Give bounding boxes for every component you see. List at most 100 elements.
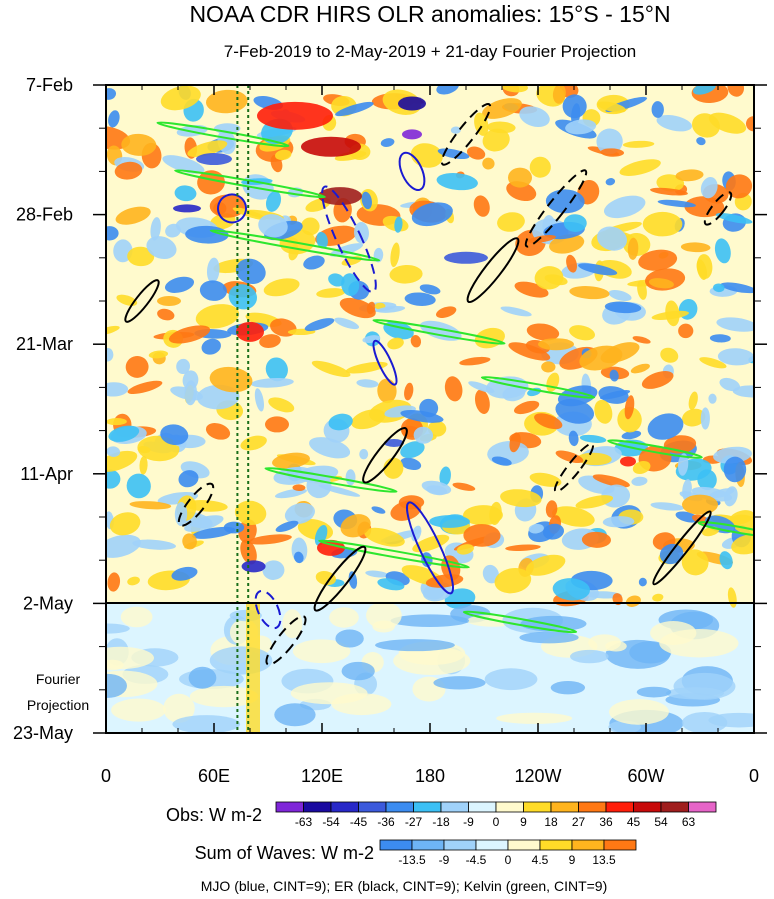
projection-cell <box>519 631 579 644</box>
strong-anomaly <box>318 187 362 206</box>
anomaly-cell <box>400 441 425 459</box>
obs-colorbar-tick-label: 0 <box>493 815 500 829</box>
anomaly-cell <box>316 231 328 249</box>
projection-band <box>246 603 260 733</box>
anomaly-cell <box>275 149 292 161</box>
anomaly-cell <box>677 453 689 476</box>
projection-label-line1: Fourier <box>36 671 81 687</box>
anomaly-cell <box>529 472 562 487</box>
waves-colorbar-swatch <box>603 839 637 851</box>
anomaly-cell <box>228 284 257 310</box>
anomaly-cell <box>727 85 745 97</box>
anomaly-cell <box>176 358 191 375</box>
obs-colorbar: -63 -54 -45 -36 -27 -18 -9 0 9 18 27 36 45 54 63 <box>275 801 717 829</box>
y-tick-label: 7-Feb <box>26 75 73 95</box>
anomaly-cell <box>497 212 525 232</box>
anomaly-cell <box>596 128 623 155</box>
strong-anomaly <box>402 129 422 140</box>
anomaly-cell <box>500 306 532 317</box>
strong-anomaly <box>508 167 532 188</box>
er-contour <box>652 510 712 586</box>
anomaly-cell <box>106 446 121 457</box>
anomaly-cell <box>482 128 510 152</box>
anomaly-cell <box>106 469 121 489</box>
anomaly-cell <box>700 177 718 199</box>
anomaly-cell <box>354 221 369 244</box>
anomaly-cell <box>581 531 611 548</box>
projection-cell <box>665 687 725 700</box>
anomaly-cell <box>730 514 754 536</box>
anomaly-cell <box>248 534 292 545</box>
projection-cell <box>290 682 368 705</box>
strong-anomaly <box>173 204 201 213</box>
er-contour <box>553 442 595 493</box>
anomaly-cell <box>328 273 345 287</box>
projection-cell <box>550 680 586 695</box>
anomaly-cell <box>150 217 161 241</box>
projection-cell <box>335 629 364 648</box>
anomaly-cell <box>624 395 635 420</box>
anomaly-cell <box>178 470 199 488</box>
anomaly-cell <box>681 549 709 576</box>
er-contour <box>703 191 733 226</box>
obs-colorbar-swatch <box>688 801 717 813</box>
anomaly-cell <box>491 456 512 466</box>
anomaly-cell <box>340 514 371 538</box>
projection-cell <box>636 686 672 698</box>
anomaly-cell <box>303 255 325 270</box>
projection-cell <box>341 661 375 681</box>
anomaly-cell <box>508 342 551 361</box>
anomaly-cell <box>732 385 754 398</box>
obs-colorbar-tick-label: 18 <box>544 815 558 829</box>
anomaly-cell <box>534 413 563 430</box>
anomaly-cell <box>125 355 149 378</box>
projection-cell <box>375 639 455 652</box>
anomaly-cell <box>348 571 358 589</box>
anomaly-cell <box>452 482 476 491</box>
anomaly-cell <box>184 500 228 512</box>
anomaly-cell <box>647 413 684 440</box>
anomaly-cell <box>356 379 379 388</box>
er-contour <box>466 237 520 304</box>
anomaly-cell <box>129 501 172 510</box>
obs-colorbar-label: Obs: W m-2 <box>166 805 262 825</box>
anomaly-cell <box>525 554 566 576</box>
anomaly-cell <box>292 484 306 492</box>
obs-colorbar-tick-label: 45 <box>627 815 641 829</box>
anomaly-cell <box>339 297 376 319</box>
strong-anomaly <box>236 321 264 342</box>
anomaly-cell <box>459 356 491 366</box>
anomaly-cell <box>632 336 651 344</box>
anomaly-cell <box>719 551 733 570</box>
waves-colorbar-swatch <box>475 839 509 851</box>
anomaly-cell <box>259 334 281 348</box>
waves-colorbar-tick-label: -9 <box>439 853 450 867</box>
anomaly-cell <box>184 515 224 532</box>
anomaly-cell <box>410 335 422 348</box>
anomaly-cell <box>419 284 441 295</box>
anomaly-cell <box>688 391 698 410</box>
anomaly-cell <box>500 489 542 508</box>
anomaly-cell <box>109 512 141 536</box>
anomaly-cell <box>466 146 486 160</box>
anomaly-cell <box>651 310 690 320</box>
mjo-contour <box>372 339 398 386</box>
anomaly-cell <box>565 119 597 135</box>
anomaly-cell <box>569 325 596 341</box>
anomaly-cell <box>474 389 490 414</box>
anomaly-cell <box>127 576 140 586</box>
obs-colorbar-tick-label: -45 <box>350 815 368 829</box>
mjo-contour <box>398 151 426 192</box>
projection-cell <box>106 646 154 670</box>
anomaly-cell <box>513 400 540 415</box>
anomaly-cell <box>376 305 406 313</box>
waves-colorbar: -13.5 -9 -4.5 0 4.5 9 13.5 <box>379 839 637 867</box>
anomaly-cell <box>436 172 478 191</box>
wave-legend-footer: MJO (blue, CINT=9); ER (black, CINT=9); … <box>201 878 608 894</box>
anomaly-cell <box>675 169 704 182</box>
kelvin-contour <box>156 121 290 148</box>
anomaly-cell <box>630 363 650 374</box>
anomaly-cell <box>604 301 642 314</box>
mjo-contour <box>406 501 454 595</box>
anomaly-cell <box>157 308 175 321</box>
